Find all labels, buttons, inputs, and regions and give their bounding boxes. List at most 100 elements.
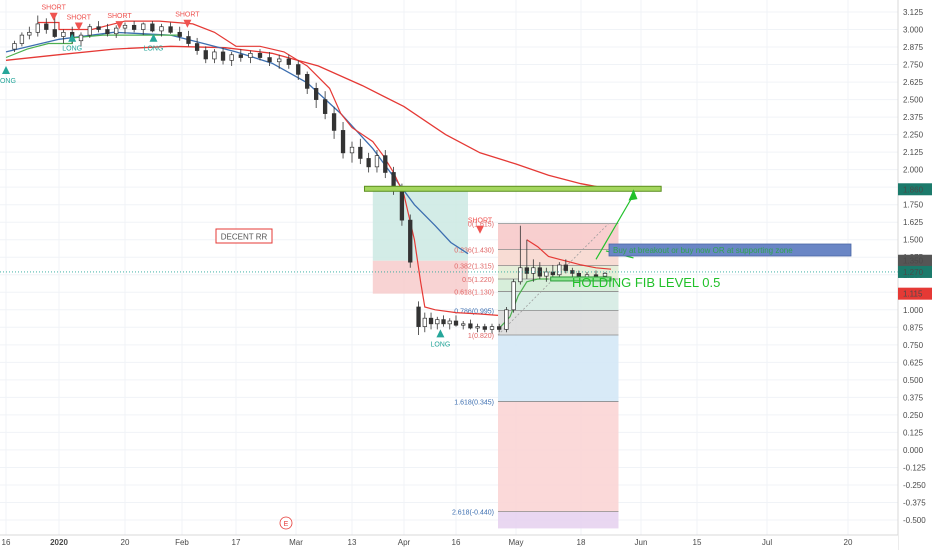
candle-body xyxy=(383,155,388,173)
candle-body xyxy=(322,99,328,114)
candle-body xyxy=(461,323,466,326)
x-tick-label: 18 xyxy=(577,538,586,547)
candle-body xyxy=(544,271,549,277)
y-tick-label: 1.500 xyxy=(903,236,924,245)
candle-body xyxy=(422,317,427,327)
fib-zone xyxy=(498,223,619,250)
y-tick-label: 0.750 xyxy=(903,341,924,350)
price-label-tag xyxy=(898,287,932,300)
y-tick-label: 2.625 xyxy=(903,78,924,87)
fib-zone xyxy=(498,335,619,402)
y-tick-label: -0.375 xyxy=(903,498,926,507)
fib-zone xyxy=(498,278,619,292)
candle-body xyxy=(550,271,555,276)
candle-body xyxy=(229,54,234,61)
candle-body xyxy=(416,306,421,327)
fib-level-label: 0.236(1.430) xyxy=(454,248,494,255)
candle-body xyxy=(131,24,137,30)
candle-body xyxy=(105,29,110,35)
candle-body xyxy=(428,317,434,325)
fib-zone xyxy=(498,401,619,512)
short-signal-icon xyxy=(476,225,484,234)
candle-body xyxy=(194,43,200,51)
x-tick-label: 13 xyxy=(348,538,357,547)
decent-rr-label: DECENT RR xyxy=(221,233,268,242)
x-tick-label: Jul xyxy=(762,538,772,547)
candle-body xyxy=(257,52,263,58)
y-tick-label: -0.500 xyxy=(903,516,926,525)
breakout-arrowhead xyxy=(628,189,638,201)
y-tick-label: 2.250 xyxy=(903,131,924,140)
long-signal-icon xyxy=(436,329,445,338)
y-tick-label: 2.750 xyxy=(903,61,924,70)
candle-body xyxy=(349,146,355,154)
price-label-text: 1.350 xyxy=(903,257,924,266)
candle-body xyxy=(19,34,25,44)
candle-body xyxy=(52,29,57,37)
y-tick-label: 1.000 xyxy=(903,306,924,315)
y-tick-label: 2.375 xyxy=(903,113,924,122)
x-tick-label: Apr xyxy=(398,538,411,547)
fib-level-label: 0.382(1.315) xyxy=(454,264,494,271)
y-tick-label: 2.875 xyxy=(903,43,924,52)
y-tick-label: 0.250 xyxy=(903,411,924,420)
moving-average-line xyxy=(5,45,612,190)
fib-zone xyxy=(498,310,619,336)
candle-body xyxy=(518,267,523,283)
price-label-tag xyxy=(898,265,932,278)
price-label-tag xyxy=(898,183,932,196)
y-tick-label: -0.250 xyxy=(903,481,926,490)
candle-body xyxy=(12,43,17,50)
event-marker-icon[interactable] xyxy=(279,516,293,530)
fib-level-label: 0(1.615) xyxy=(468,222,494,229)
y-tick-label: 1.750 xyxy=(903,201,924,210)
y-tick-label: 0.875 xyxy=(903,323,924,332)
x-tick-label: May xyxy=(508,538,523,547)
x-tick-label: Feb xyxy=(175,538,189,547)
candle-body xyxy=(453,320,459,326)
short-signal-icon xyxy=(74,22,83,31)
short-signal-icon xyxy=(49,12,58,21)
candle-body xyxy=(447,320,452,325)
candle-body xyxy=(159,26,164,32)
fib-zone xyxy=(498,291,619,311)
short-signal-label: SHORT xyxy=(175,12,200,19)
candle-body xyxy=(408,219,413,263)
fib-level-label: 0.786(0.995) xyxy=(454,308,494,315)
event-marker-label: E xyxy=(284,521,289,528)
y-tick-label: 2.500 xyxy=(903,96,924,105)
strategy-banner-label: Buy at breakout or buy now OR at support… xyxy=(613,246,793,255)
time-axis-bg xyxy=(0,535,898,550)
candle-body xyxy=(602,273,608,277)
candle-body xyxy=(114,27,119,35)
candle-body xyxy=(340,130,346,154)
price-label-text: 1.115 xyxy=(903,290,923,299)
decent-rr-box xyxy=(215,228,273,244)
long-signal-icon xyxy=(68,33,77,42)
strategy-banner xyxy=(608,243,852,257)
candle-body xyxy=(366,158,371,168)
long-signal-icon xyxy=(149,33,158,42)
candle-body xyxy=(87,26,92,36)
y-tick-label: 3.125 xyxy=(903,8,924,17)
x-tick-label: 17 xyxy=(232,538,241,547)
short-signal-icon xyxy=(115,21,124,30)
candle-body xyxy=(482,326,487,330)
long-signal-label: LONG xyxy=(430,341,450,348)
candle-body xyxy=(563,264,568,271)
candle-body xyxy=(504,309,509,330)
x-tick-label: 16 xyxy=(452,538,461,547)
candle-body xyxy=(141,23,146,30)
candle-body xyxy=(557,264,562,276)
x-tick-label: Mar xyxy=(289,538,303,547)
short-signal-label: SHORT xyxy=(42,5,67,12)
price-label-text: 1.270 xyxy=(903,268,924,277)
x-tick-label: 20 xyxy=(844,538,853,547)
x-tick-label: 15 xyxy=(693,538,702,547)
y-tick-label: -0.125 xyxy=(903,463,926,472)
fib-level-label: 1.618(0.345) xyxy=(454,400,494,407)
candle-body xyxy=(441,319,446,325)
y-tick-label: 0.000 xyxy=(903,446,924,455)
